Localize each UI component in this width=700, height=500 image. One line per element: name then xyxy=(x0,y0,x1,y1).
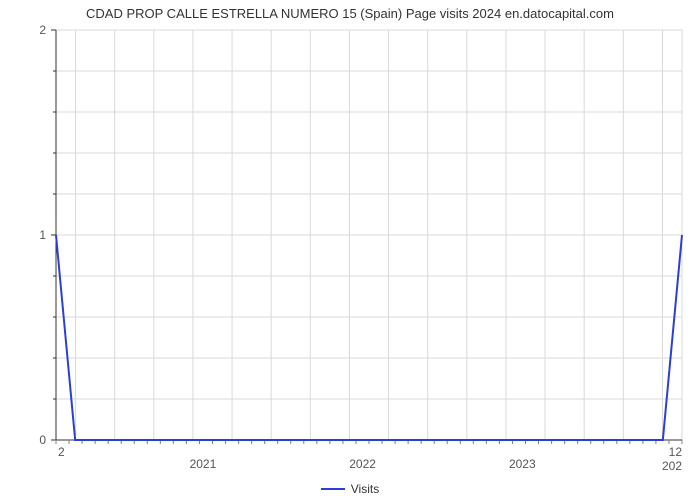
svg-text:12: 12 xyxy=(669,445,683,459)
svg-text:0: 0 xyxy=(39,433,46,447)
legend-label: Visits xyxy=(351,482,379,496)
legend-swatch xyxy=(321,488,345,490)
svg-text:2022: 2022 xyxy=(349,457,376,471)
svg-text:2023: 2023 xyxy=(509,457,536,471)
svg-text:1: 1 xyxy=(39,228,46,242)
svg-text:2: 2 xyxy=(39,23,46,37)
chart-plot: 012202120222023212202 xyxy=(0,0,700,500)
legend: Visits xyxy=(0,482,700,496)
svg-text:2: 2 xyxy=(58,445,65,459)
svg-text:202: 202 xyxy=(662,459,682,473)
chart-container: CDAD PROP CALLE ESTRELLA NUMERO 15 (Spai… xyxy=(0,0,700,500)
svg-text:2021: 2021 xyxy=(190,457,217,471)
